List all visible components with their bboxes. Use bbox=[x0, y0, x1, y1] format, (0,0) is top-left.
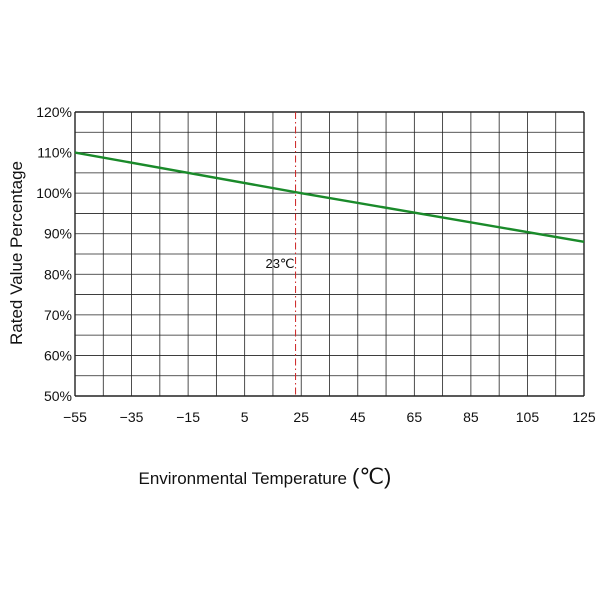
series-line bbox=[74, 151, 585, 244]
y-tick-label: 90% bbox=[44, 226, 72, 242]
y-tick-label: 70% bbox=[44, 307, 72, 323]
y-tick-label: 110% bbox=[37, 145, 72, 161]
x-axis-unit: (℃) bbox=[352, 464, 391, 489]
series-group bbox=[74, 151, 585, 244]
x-axis-label: Environmental Temperature bbox=[138, 469, 347, 488]
y-tick-label: 60% bbox=[44, 347, 72, 363]
x-tick-label: −55 bbox=[63, 409, 87, 425]
y-tick-label: 50% bbox=[44, 388, 72, 404]
y-tick-label: 100% bbox=[36, 185, 72, 201]
grid bbox=[74, 111, 585, 397]
x-tick-label: 125 bbox=[572, 409, 596, 425]
y-tick-label: 80% bbox=[44, 266, 72, 282]
x-tick-label: 45 bbox=[350, 409, 366, 425]
y-tick-label: 120% bbox=[36, 104, 72, 120]
x-tick-label: 85 bbox=[463, 409, 479, 425]
reference-line-label: 23℃ bbox=[265, 256, 294, 271]
x-tick-label: 65 bbox=[407, 409, 423, 425]
x-tick-label: 5 bbox=[241, 409, 249, 425]
y-axis-label: Rated Value Percentage bbox=[7, 161, 26, 345]
x-tick-label: −15 bbox=[176, 409, 200, 425]
x-tick-label: 105 bbox=[516, 409, 540, 425]
x-tick-label: −35 bbox=[120, 409, 144, 425]
x-tick-labels: −55 −35 −15 5 25 45 65 85 105 125 bbox=[63, 409, 596, 425]
x-tick-label: 25 bbox=[293, 409, 309, 425]
y-tick-labels: 50% 60% 70% 80% 90% 100% 110% 120% bbox=[36, 104, 72, 404]
